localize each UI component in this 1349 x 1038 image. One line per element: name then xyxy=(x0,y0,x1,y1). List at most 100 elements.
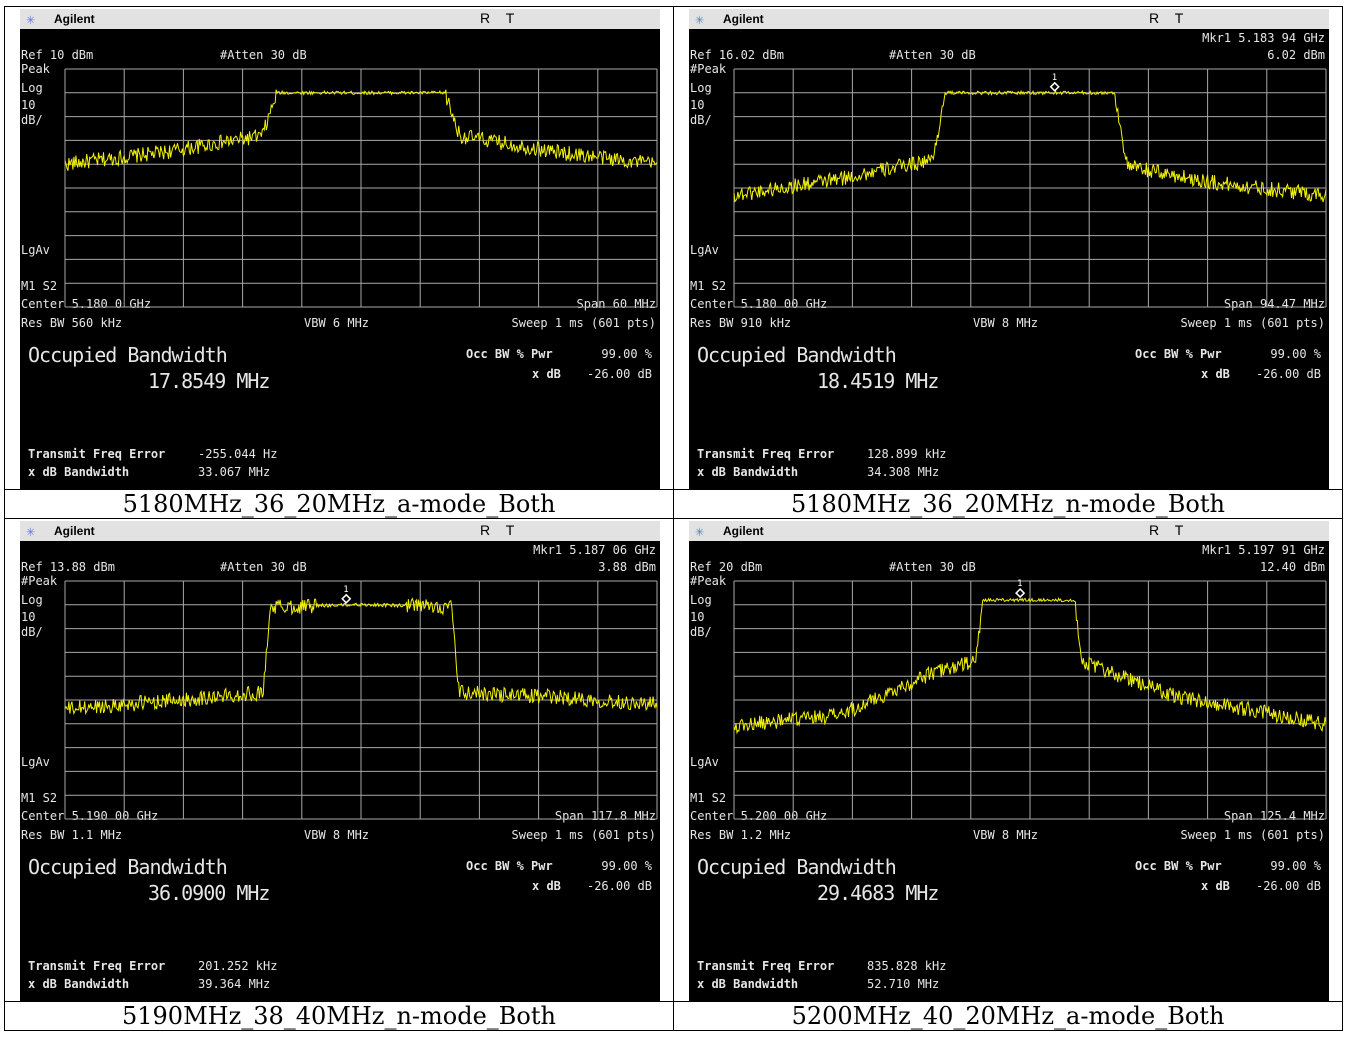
sweep: Sweep 1 ms (601 pts) xyxy=(511,828,657,842)
analyzer-screen: ✳ Agilent R T Mkr1 5.187 06 GHz 3.88 dBm Ref … xyxy=(20,521,660,1001)
left-label: LgAv xyxy=(21,243,50,257)
occ-pwr-value: 99.00 % xyxy=(601,347,652,361)
panel-caption: 5180MHz_36_20MHz_n-mode_Both xyxy=(673,489,1343,519)
panel-cell: ✳ Agilent R T Mkr1 5.187 06 GHz 3.88 dBm Ref … xyxy=(4,518,674,1002)
left-label: M1 S2 xyxy=(690,791,727,805)
status-rt: R T xyxy=(480,522,515,538)
xdb-bandwidth-value: 33.067 MHz xyxy=(198,465,271,479)
spectrum-plot: 1 xyxy=(733,68,1327,308)
analyzer-screen: ✳ Agilent R T Mkr1 5.183 94 GHz 6.02 dBm Ref … xyxy=(689,9,1329,489)
panel-cell: ✳ Agilent R T Mkr1 5.183 94 GHz 6.02 dBm Ref … xyxy=(673,6,1343,490)
title-bar: ✳ Agilent R T xyxy=(689,9,1329,29)
brand-label: Agilent xyxy=(723,12,764,26)
title-bar: ✳ Agilent R T xyxy=(20,521,660,541)
occ-pwr-label: Occ BW % Pwr xyxy=(1135,347,1222,361)
left-label: dB/ xyxy=(21,113,43,127)
occ-bw-value: 29.4683 MHz xyxy=(817,881,939,905)
left-label: #Peak xyxy=(690,574,727,588)
occ-bw-value: 17.8549 MHz xyxy=(148,369,270,393)
spectrum-plot: 1 xyxy=(733,579,1327,820)
sweep: Sweep 1 ms (601 pts) xyxy=(1180,316,1326,330)
sweep: Sweep 1 ms (601 pts) xyxy=(511,316,657,330)
left-label: dB/ xyxy=(21,625,43,639)
trace-line xyxy=(64,89,658,171)
occ-bw-title: Occupied Bandwidth xyxy=(28,855,228,879)
marker-level: 6.02 dBm xyxy=(1267,48,1325,62)
trace-line xyxy=(733,597,1327,735)
occ-pwr-value: 99.00 % xyxy=(601,859,652,873)
left-label: LgAv xyxy=(690,755,719,769)
xdb-bandwidth-label: x dB Bandwidth xyxy=(697,977,799,991)
vbw: VBW 8 MHz xyxy=(973,316,1039,330)
xdb-bandwidth-label: x dB Bandwidth xyxy=(697,465,799,479)
occ-bw-title: Occupied Bandwidth xyxy=(697,855,897,879)
left-label: dB/ xyxy=(690,625,712,639)
spectrum-plot xyxy=(64,68,658,308)
left-label: 10 xyxy=(690,610,705,624)
ref-level: Ref 20 dBm xyxy=(690,560,763,574)
marker-diamond xyxy=(341,593,352,604)
freq-error-value: 835.828 kHz xyxy=(867,959,947,973)
trace-line xyxy=(64,597,658,715)
marker-level: 3.88 dBm xyxy=(598,560,656,574)
status-rt: R T xyxy=(1149,10,1184,26)
occ-pwr-value: 99.00 % xyxy=(1270,347,1321,361)
occ-pwr-label: Occ BW % Pwr xyxy=(466,859,553,873)
xdb-label: x dB xyxy=(532,879,561,893)
attenuation: #Atten 30 dB xyxy=(220,560,307,574)
marker-freq: Mkr1 5.183 94 GHz xyxy=(1202,31,1325,45)
left-label: M1 S2 xyxy=(21,791,58,805)
xdb-value: -26.00 dB xyxy=(1255,367,1321,381)
res-bw: Res BW 560 kHz xyxy=(21,316,123,330)
title-bar: ✳ Agilent R T xyxy=(689,521,1329,541)
xdb-bandwidth-label: x dB Bandwidth xyxy=(28,465,130,479)
panel-cell: ✳ Agilent R T Ref 10 dBm #Atten 30 dB Peak Log… xyxy=(4,6,674,490)
left-label: 10 xyxy=(21,98,36,112)
left-label: Log xyxy=(690,593,712,607)
left-label: Log xyxy=(690,81,712,95)
marker-level: 12.40 dBm xyxy=(1259,560,1325,574)
agilent-logo-icon: ✳ xyxy=(26,10,36,28)
xdb-bandwidth-value: 39.364 MHz xyxy=(198,977,271,991)
freq-error-value: 201.252 kHz xyxy=(198,959,278,973)
xdb-value: -26.00 dB xyxy=(586,367,652,381)
left-label: dB/ xyxy=(690,113,712,127)
freq-error-label: Transmit Freq Error xyxy=(28,959,166,973)
brand-label: Agilent xyxy=(54,524,95,538)
occ-pwr-value: 99.00 % xyxy=(1270,859,1321,873)
occ-pwr-label: Occ BW % Pwr xyxy=(466,347,553,361)
agilent-logo-icon: ✳ xyxy=(695,522,705,540)
xdb-label: x dB xyxy=(532,367,561,381)
occ-bw-value: 18.4519 MHz xyxy=(817,369,939,393)
agilent-logo-icon: ✳ xyxy=(26,522,36,540)
panel-caption: 5180MHz_36_20MHz_a-mode_Both xyxy=(4,489,674,519)
occ-bw-title: Occupied Bandwidth xyxy=(28,343,228,367)
res-bw: Res BW 1.2 MHz xyxy=(690,828,792,842)
spectrum-plot: 1 xyxy=(64,580,658,820)
left-label: Peak xyxy=(21,62,50,76)
xdb-bandwidth-label: x dB Bandwidth xyxy=(28,977,130,991)
sweep: Sweep 1 ms (601 pts) xyxy=(1180,828,1326,842)
freq-error-label: Transmit Freq Error xyxy=(28,447,166,461)
xdb-value: -26.00 dB xyxy=(1255,879,1321,893)
left-label: #Peak xyxy=(690,62,727,76)
freq-error-label: Transmit Freq Error xyxy=(697,447,835,461)
left-label: Log xyxy=(21,593,43,607)
res-bw: Res BW 1.1 MHz xyxy=(21,828,123,842)
xdb-label: x dB xyxy=(1201,879,1230,893)
left-label: M1 S2 xyxy=(21,279,58,293)
occ-bw-value: 36.0900 MHz xyxy=(148,881,270,905)
analyzer-screen: ✳ Agilent R T Ref 10 dBm #Atten 30 dB Peak Log… xyxy=(20,9,660,489)
brand-label: Agilent xyxy=(723,524,764,538)
left-label: M1 S2 xyxy=(690,279,727,293)
res-bw: Res BW 910 kHz xyxy=(690,316,792,330)
ref-level: Ref 10 dBm xyxy=(21,48,94,62)
xdb-label: x dB xyxy=(1201,367,1230,381)
marker-number: 1 xyxy=(343,585,348,595)
left-label: LgAv xyxy=(21,755,50,769)
left-label: 10 xyxy=(21,610,36,624)
marker-number: 1 xyxy=(1052,73,1057,83)
panel-cell: ✳ Agilent R T Mkr1 5.197 91 GHz 12.40 dBm Ref… xyxy=(673,518,1343,1002)
trace-line xyxy=(733,89,1327,203)
freq-error-label: Transmit Freq Error xyxy=(697,959,835,973)
